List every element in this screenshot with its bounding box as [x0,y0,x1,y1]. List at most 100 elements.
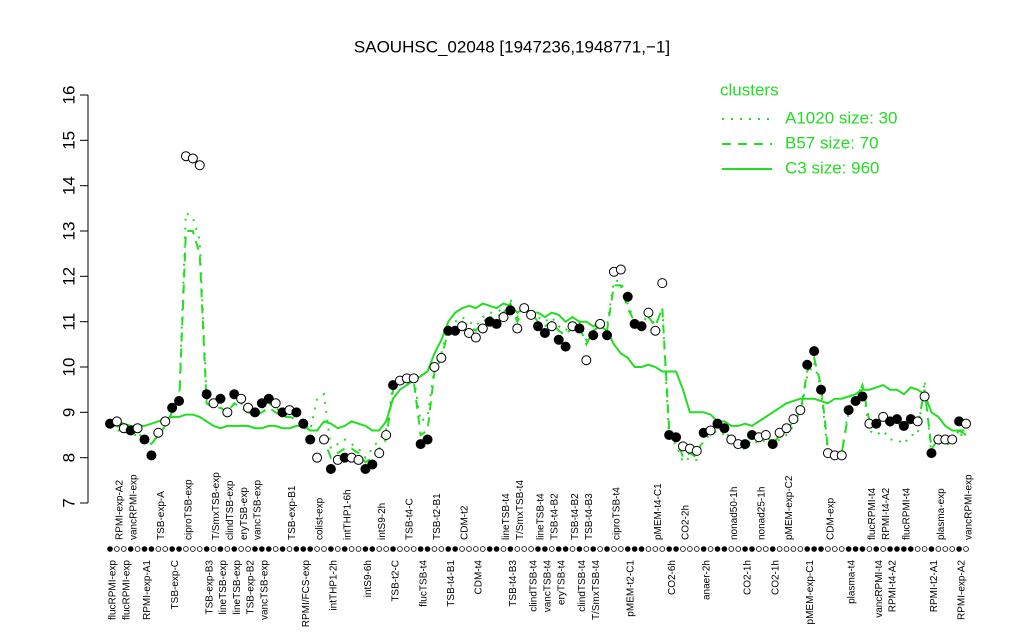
rug-mark [148,546,155,552]
rug-mark [735,546,741,552]
point [788,414,799,425]
point [871,418,882,429]
point [809,346,820,357]
top-label: vancRPMI-exp [128,474,139,540]
y-tick-label: 13 [59,222,78,241]
point [450,325,461,336]
point [381,430,392,440]
rug-mark [535,546,541,552]
point [325,464,336,474]
point [843,405,854,416]
rug-mark [252,546,258,552]
point [249,407,260,418]
rug-mark [618,546,624,552]
point [194,160,205,171]
point [560,341,571,352]
rug-mark [376,546,383,552]
rug-mark [307,546,313,552]
top-label: lineTSB-t4 [501,493,512,540]
rug-mark [514,546,521,552]
point [595,318,606,329]
top-label: ciproTSB-exp [184,479,195,540]
bottom-label: TSB-t4-B1 [446,560,457,607]
top-label: TSB-t4-C [404,498,415,540]
rug-mark [769,546,776,552]
bottom-label: anaer-2h [701,560,712,600]
rug-mark [473,546,479,552]
rug-mark [479,546,486,552]
y-tick-label: 11 [59,313,78,331]
top-label: TSB-t2-B1 [432,493,443,540]
top-label: TSB-t4-B2 [549,493,560,540]
bottom-label: T/SmxTSB-t4 [591,560,602,620]
top-label: flucRPMI-t4 [902,487,913,540]
rug-mark [907,546,914,552]
point [602,330,613,341]
rug-mark [901,546,907,552]
rug-mark [707,546,714,552]
bottom-label: vancTSB-exp [260,560,271,620]
point [319,434,329,445]
legend-label: A1020 size: 30 [785,108,897,127]
point [388,380,399,391]
top-label: T/SmxTSB-exp [211,472,222,540]
point [795,405,806,416]
point [891,414,902,425]
point [256,398,267,409]
rug-mark [196,546,203,552]
rug-mark [928,546,935,552]
top-label: plasma-exp [936,488,947,540]
rug-mark [673,546,679,552]
rug-mark [486,546,493,552]
top-label: TSB-t4-B3 [584,493,595,540]
rug-mark [245,546,251,552]
rug-mark [466,546,472,552]
bottom-label: RPMI-exp-A2 [957,560,968,620]
rug-mark [217,546,224,552]
rug-mark [162,546,169,552]
point [312,452,323,463]
y-tick-label: 10 [59,358,78,377]
rug-mark [776,546,783,552]
y-tick-label: 7 [59,498,78,507]
rug-mark [424,546,431,552]
rug-mark [859,546,866,552]
top-label: intTHP1-6h [342,489,353,540]
point [174,396,185,406]
rug-mark [645,546,652,552]
rug-mark [452,546,458,552]
rug-mark [631,546,638,552]
point [671,432,682,443]
rug-mark [459,546,465,552]
rug-mark [134,546,141,552]
point [298,418,309,429]
rug-mark [355,546,362,552]
point [546,321,557,332]
bottom-label: lineTSB-exp [218,560,229,615]
rug-mark [652,546,659,552]
rug-mark [438,546,445,552]
point [539,328,550,338]
rug-mark [328,546,334,552]
top-label: eryTSB-exp [239,487,250,540]
point [367,459,378,470]
rug-mark [914,546,921,552]
top-label: nonad50-1h [729,487,740,540]
rug-mark [555,546,562,552]
y-tick-label: 8 [59,453,78,462]
point [726,434,737,445]
bottom-label: pMEM-t2-C1 [625,560,636,617]
top-label: CDM-t2 [460,505,471,540]
rug-mark [963,546,969,552]
rug-mark [763,546,769,552]
rug-mark [141,546,148,552]
legend-title: clusters [720,80,779,99]
point [236,393,247,404]
point [643,307,654,318]
top-label: clindTSB-exp [225,480,236,540]
rug-mark [749,546,755,552]
rug-mark [238,546,244,552]
point [512,323,523,334]
bottom-label: vancTSB-t4 [543,560,554,613]
rug-mark [659,546,666,552]
